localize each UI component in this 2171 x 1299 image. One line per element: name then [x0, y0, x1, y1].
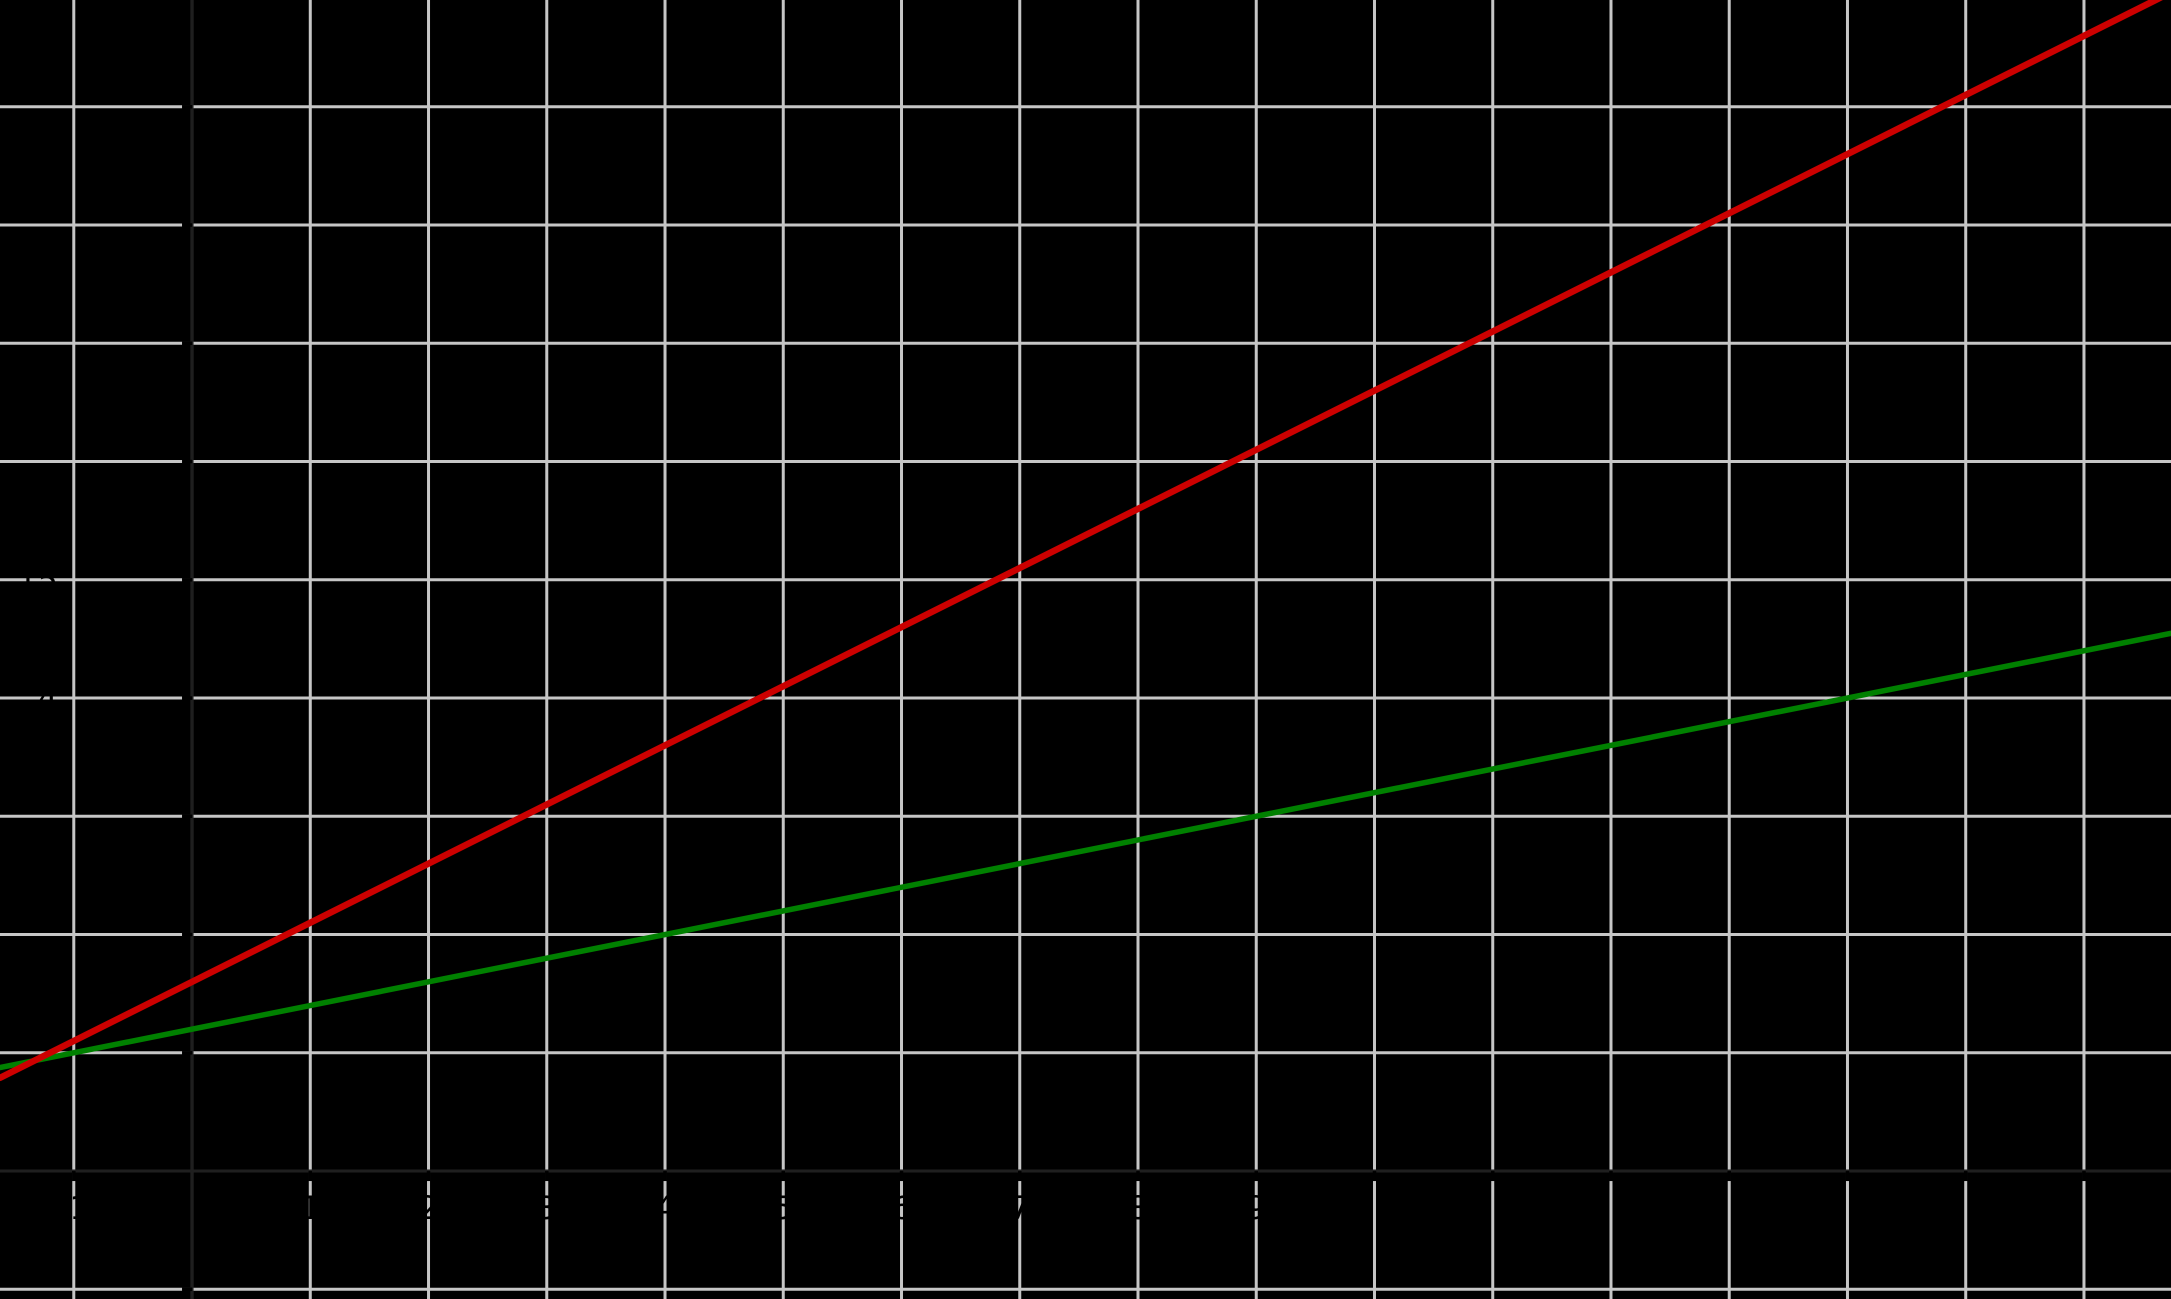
x-tick-label: 6: [891, 1189, 911, 1227]
x-tick-label: 10: [1354, 1189, 1395, 1227]
x-tick-label: 8: [1128, 1189, 1148, 1227]
x-tick-label: 9: [1246, 1189, 1266, 1227]
x-tick-label: 4: [655, 1189, 675, 1227]
x-tick-label: 12: [1591, 1189, 1632, 1227]
x-tick-label: 7: [1010, 1189, 1030, 1227]
red-line: [0, 0, 2163, 1082]
x-tick-label: 3: [537, 1189, 557, 1227]
x-tick-label: 1: [300, 1189, 320, 1227]
edge-label: 4: [38, 679, 58, 717]
x-tick-label: 11: [1472, 1189, 1513, 1227]
green-line: [0, 630, 2171, 1071]
x-tick-label: 14: [1827, 1189, 1868, 1227]
edge-label: 15: [17, 561, 58, 599]
x-tick-label: 16: [2064, 1189, 2105, 1227]
x-tick-label: 13: [1709, 1189, 1750, 1227]
x-tick-label: -1: [58, 1189, 90, 1227]
x-tick-label: 5: [773, 1189, 793, 1227]
x-tick-label: 15: [1945, 1189, 1986, 1227]
x-tick-label: 2: [418, 1189, 438, 1227]
